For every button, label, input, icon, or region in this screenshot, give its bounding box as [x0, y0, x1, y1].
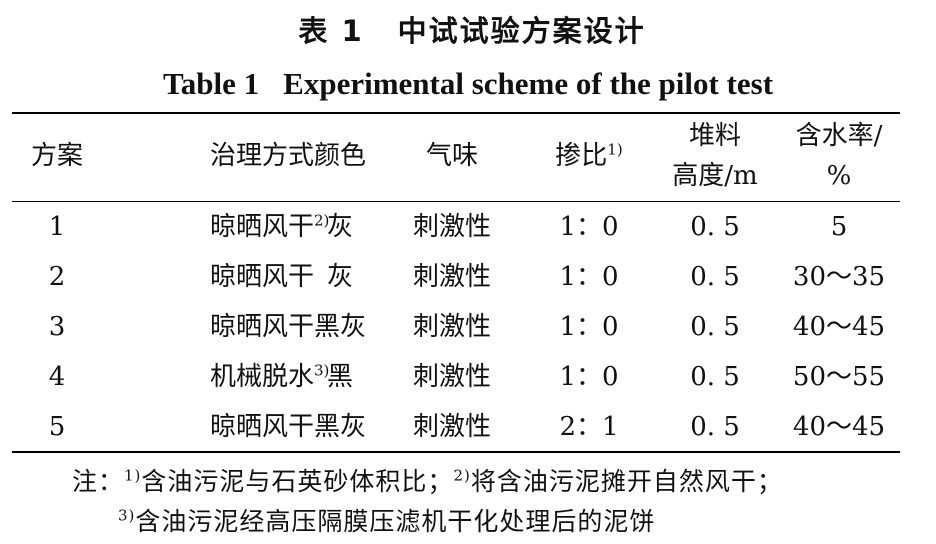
cell-color: 灰 [326, 212, 353, 242]
header-scheme: 方案 [30, 141, 83, 171]
cell-method: 机械脱水3) [102, 359, 410, 395]
header-moisture-line2: % [826, 161, 852, 191]
cell-color: 黑灰 [313, 412, 366, 442]
footnote-marker-2: 2) [453, 466, 471, 485]
cell-method-footnote: 3) [314, 361, 330, 380]
cell-ratio: 1：0 [559, 312, 619, 342]
cell-scheme: 2 [48, 262, 66, 292]
table-bottom-rule [12, 451, 900, 453]
footnote-marker-1: 1) [124, 466, 142, 485]
footnote-line1: 注：1)含油污泥与石英砂体积比；2)将含油污泥摊开自然风干； [72, 462, 783, 498]
footnote-prefix: 注： [72, 467, 125, 496]
table-top-rule [12, 112, 900, 114]
cell-scheme: 3 [48, 312, 66, 342]
header-moisture-line1: 含水率/ [795, 121, 883, 151]
cell-method: 晾晒风干 [102, 409, 410, 445]
table-title-english: Table 1 Experimental scheme of the pilot … [0, 66, 936, 102]
cell-ratio: 1：0 [559, 362, 619, 392]
header-method: 治理方式 [210, 141, 315, 171]
footnote-line2: 3)含油污泥经高压隔膜压滤机干化处理后的泥饼 [118, 502, 655, 538]
cell-method-text: 晾晒风干 [210, 262, 315, 292]
cell-color: 黑 [326, 362, 353, 392]
cell-odor: 刺激性 [412, 212, 491, 242]
header-height-line1: 堆料 [688, 121, 741, 151]
cell-height: 0. 5 [690, 212, 740, 242]
header-ratio: 掺比1) [526, 138, 652, 174]
cell-height: 0. 5 [690, 412, 740, 442]
table-label-english: Table 1 [162, 66, 260, 101]
cell-method: 晾晒风干2) [102, 209, 410, 245]
cell-method: 晾晒风干 [102, 259, 410, 295]
cell-odor: 刺激性 [412, 262, 491, 292]
header-height-line2: 高度/m [672, 161, 758, 191]
cell-height: 0. 5 [690, 262, 740, 292]
cell-odor: 刺激性 [412, 312, 491, 342]
cell-method-text: 晾晒风干 [210, 212, 315, 242]
cell-odor: 刺激性 [412, 412, 491, 442]
cell-moisture: 40～45 [792, 412, 886, 442]
cell-height: 0. 5 [690, 312, 740, 342]
cell-scheme: 1 [48, 212, 66, 242]
cell-color: 灰 [326, 262, 353, 292]
cell-ratio: 1：0 [559, 212, 619, 242]
cell-method-text: 机械脱水 [210, 362, 315, 392]
header-color: 颜色 [313, 141, 366, 171]
cell-ratio: 2：1 [559, 412, 619, 442]
cell-method: 晾晒风干 [102, 309, 410, 345]
footnote-text-2: 将含油污泥摊开自然风干； [470, 467, 783, 496]
cell-moisture: 40～45 [792, 312, 886, 342]
cell-color: 黑灰 [313, 312, 366, 342]
header-ratio-footnote: 1) [607, 140, 623, 159]
cell-method-footnote: 2) [314, 211, 330, 230]
cell-scheme: 5 [48, 412, 66, 442]
table-label-chinese: 表 1 [298, 14, 364, 48]
cell-height: 0. 5 [690, 362, 740, 392]
cell-moisture: 5 [830, 212, 848, 242]
cell-ratio: 1：0 [559, 262, 619, 292]
table-title-chinese-text: 中试试验方案设计 [397, 14, 646, 48]
footnote-text-3: 含油污泥经高压隔膜压滤机干化处理后的泥饼 [135, 507, 656, 536]
footnote-marker-3: 3) [118, 506, 136, 525]
cell-method-text: 晾晒风干 [210, 412, 315, 442]
footnote-text-1: 含油污泥与石英砂体积比； [141, 467, 454, 496]
table-header-rule [12, 201, 900, 202]
header-ratio-text: 掺比 [555, 141, 608, 171]
table-title-chinese: 表 1 中试试验方案设计 [0, 8, 936, 50]
cell-method-text: 晾晒风干 [210, 312, 315, 342]
table-title-english-text: Experimental scheme of the pilot test [283, 66, 774, 101]
cell-moisture: 50～55 [792, 362, 886, 392]
header-odor: 气味 [425, 141, 478, 171]
cell-moisture: 30～35 [792, 262, 886, 292]
cell-scheme: 4 [48, 362, 66, 392]
cell-odor: 刺激性 [412, 362, 491, 392]
